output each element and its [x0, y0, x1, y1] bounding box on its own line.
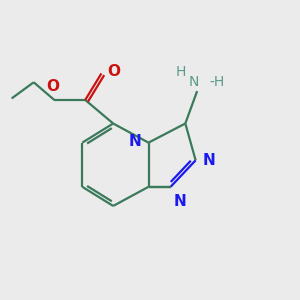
Text: N: N — [128, 134, 141, 149]
Text: N: N — [174, 194, 186, 209]
Text: O: O — [46, 79, 59, 94]
Text: N: N — [203, 153, 216, 168]
Text: H: H — [176, 65, 186, 79]
Text: O: O — [107, 64, 120, 80]
Text: N: N — [189, 75, 200, 89]
Text: -H: -H — [209, 75, 224, 89]
